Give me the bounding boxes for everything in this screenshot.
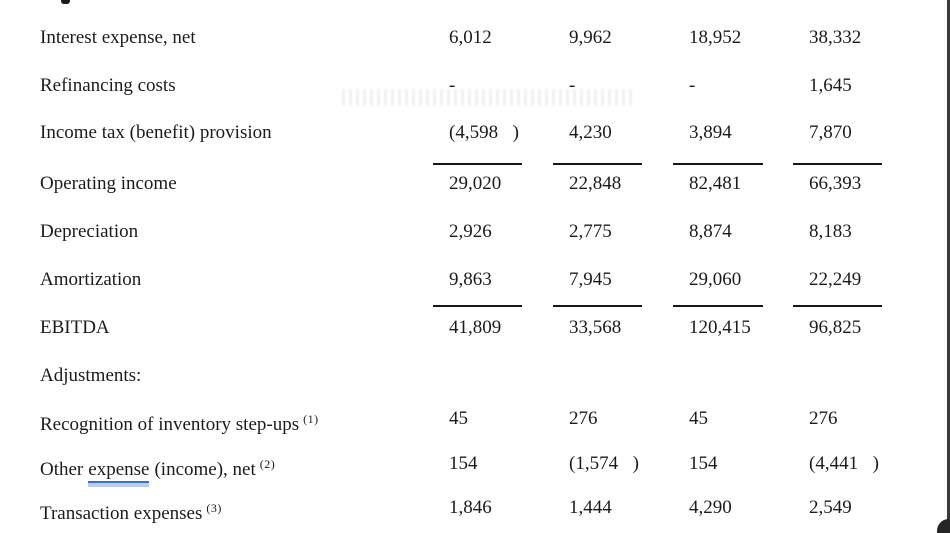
- row-label: Other expense (income), net (2): [40, 451, 275, 483]
- sum-rule: [673, 305, 763, 307]
- row-label: Refinancing costs: [40, 75, 176, 96]
- value-cell: 29,020: [449, 173, 502, 194]
- value-cell: 120,415: [689, 317, 751, 338]
- value-cell: 154: [689, 453, 718, 474]
- close-paren: ): [512, 122, 519, 143]
- table-row: Recognition of inventory step-ups (1) 45 …: [0, 406, 950, 435]
- value-cell: 41,809: [449, 317, 502, 338]
- faint-ghost-text: [342, 89, 634, 106]
- table-row: Interest expense, net 6,012 9,962 18,952…: [0, 25, 950, 51]
- row-label: EBITDA: [40, 317, 110, 338]
- sum-rule: [433, 305, 522, 307]
- table-row: Operating income 29,020 22,848 82,481 66…: [0, 171, 950, 197]
- value-cell: -: [449, 75, 456, 96]
- value-cell: 4,290: [689, 497, 732, 518]
- footnote-superscript: (3): [206, 501, 222, 515]
- value-cell: 276: [569, 408, 598, 429]
- value-cell: 8,183: [809, 221, 852, 242]
- close-paren: ): [872, 453, 879, 474]
- sum-rule: [553, 305, 642, 307]
- value-cell: 1,846: [449, 497, 492, 518]
- window-corner-bottom-right: [937, 519, 950, 533]
- value-cell: 29,060: [689, 269, 742, 290]
- value-cell: (4,441): [793, 451, 882, 477]
- sum-rule: [793, 305, 882, 307]
- value-cell: 2,549: [809, 497, 852, 518]
- row-label: Adjustments:: [40, 365, 142, 386]
- row-label: Depreciation: [40, 221, 139, 242]
- close-paren: ): [632, 453, 639, 474]
- table-row: Amortization 9,863 7,945 29,060 22,249: [0, 267, 950, 293]
- footnote-superscript: (1): [303, 412, 319, 426]
- value-cell: 2,926: [449, 221, 492, 242]
- value-cell: 38,332: [809, 27, 862, 48]
- value-cell: 82,481: [689, 173, 742, 194]
- row-label: Recognition of inventory step-ups (1): [40, 412, 319, 435]
- footnote-superscript: (2): [259, 457, 276, 471]
- table-row: Adjustments:: [0, 363, 950, 389]
- sum-rule: [433, 163, 522, 165]
- row-label: Interest expense, net: [40, 27, 196, 48]
- value-cell: 7,945: [569, 269, 612, 290]
- value-cell: 66,393: [809, 173, 862, 194]
- sum-rule: [673, 163, 763, 165]
- value-cell: 2,775: [569, 221, 612, 242]
- clipped-text-remnant: [61, 0, 70, 4]
- row-label: Operating income: [40, 173, 177, 194]
- table-row: Income tax (benefit) provision (4,598) 4…: [0, 120, 950, 146]
- row-label: Amortization: [40, 269, 142, 290]
- value-cell: 9,962: [569, 27, 612, 48]
- value-cell: (4,598): [433, 120, 522, 146]
- value-cell: 9,863: [449, 269, 492, 290]
- sum-rule: [553, 163, 642, 165]
- value-cell: 7,870: [809, 122, 852, 143]
- underlined-word: expense: [88, 459, 150, 483]
- value-cell: 22,848: [569, 173, 622, 194]
- row-label: Income tax (benefit) provision: [40, 122, 272, 143]
- table-row: EBITDA 41,809 33,568 120,415 96,825: [0, 315, 950, 341]
- table-row: Depreciation 2,926 2,775 8,874 8,183: [0, 219, 950, 245]
- value-cell: 45: [689, 408, 708, 429]
- value-cell: 276: [809, 408, 838, 429]
- value-cell: 18,952: [689, 27, 742, 48]
- table-row: Transaction expenses (3) 1,846 1,444 4,29…: [0, 495, 950, 524]
- row-label: Transaction expenses (3): [40, 501, 222, 524]
- value-cell: 45: [449, 408, 468, 429]
- value-cell: 154: [449, 453, 478, 474]
- table-row: Other expense (income), net (2) 154 (1,574)…: [0, 451, 950, 483]
- value-cell: (1,574): [553, 451, 642, 477]
- value-cell: 22,249: [809, 269, 862, 290]
- value-cell: -: [689, 75, 696, 96]
- value-cell: 6,012: [449, 27, 492, 48]
- sum-rule: [793, 163, 882, 165]
- value-cell: -: [569, 75, 576, 96]
- value-cell: 33,568: [569, 317, 622, 338]
- window-border-right: [947, 0, 950, 533]
- value-cell: 1,444: [569, 497, 612, 518]
- value-cell: 4,230: [569, 122, 612, 143]
- value-cell: 3,894: [689, 122, 732, 143]
- value-cell: 96,825: [809, 317, 862, 338]
- value-cell: 1,645: [809, 75, 852, 96]
- value-cell: 8,874: [689, 221, 732, 242]
- table-row: Refinancing costs - - - 1,645: [0, 73, 950, 99]
